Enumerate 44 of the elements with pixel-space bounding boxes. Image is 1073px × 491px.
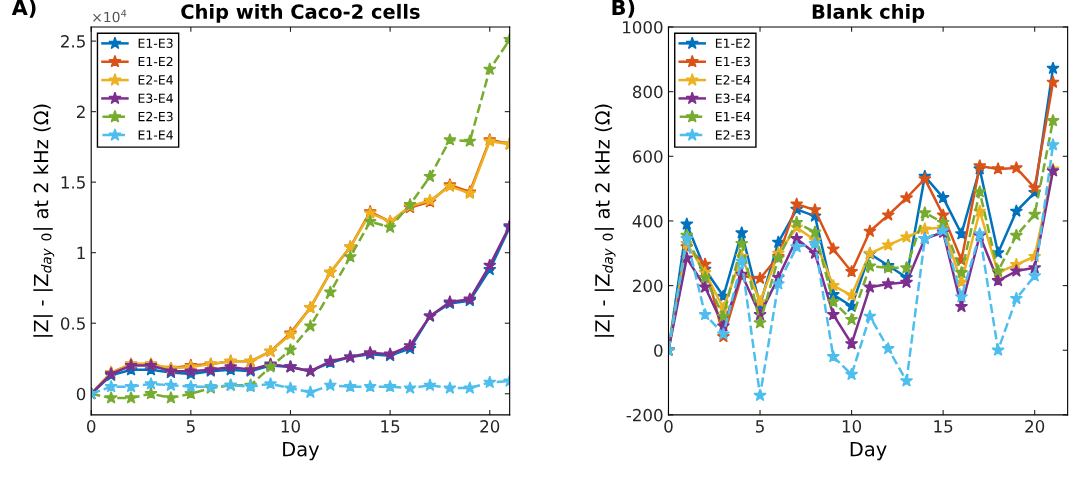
legend-label: E2-E4 bbox=[715, 75, 751, 85]
x-tick-label: 5 bbox=[186, 420, 195, 433]
y-tick-label: -200 bbox=[626, 408, 663, 422]
y-tick-label: 2 bbox=[76, 105, 85, 118]
x-tick-label: 15 bbox=[934, 420, 953, 433]
y-axis-title: |Z| - |Z$_{day 0}$| at 2 kHz (Ω) bbox=[594, 104, 616, 337]
text: A) bbox=[11, 0, 36, 18]
chart-title: Chip with Caco-2 cells bbox=[181, 3, 420, 23]
legend-label: E1-E2 bbox=[715, 38, 750, 48]
y-tick-label: 0 bbox=[654, 344, 663, 357]
y-tick-label: 600 bbox=[632, 150, 663, 163]
legend-label: E1-E3 bbox=[138, 38, 173, 48]
y-tick-label: 2.5 bbox=[61, 35, 85, 48]
y-axis-title: |Z| - |Z$_{day 0}$| at 2 kHz (Ω) bbox=[33, 104, 55, 337]
x-tick-label: 10 bbox=[842, 420, 862, 433]
text: B) bbox=[612, 0, 635, 18]
y-tick-label: 800 bbox=[632, 85, 663, 99]
x-tick-label: 5 bbox=[756, 420, 764, 433]
x-axis-title: Day bbox=[283, 442, 320, 461]
legend-label: E1-E4 bbox=[138, 130, 173, 140]
y-tick-label: 0 bbox=[76, 387, 86, 401]
y-tick-label: 1000 bbox=[623, 20, 663, 34]
y-tick-label: 400 bbox=[632, 214, 663, 228]
y-tick-label: 1 bbox=[77, 246, 85, 260]
y-tick-label: 200 bbox=[633, 279, 663, 293]
legend-label: E2-E3 bbox=[715, 130, 750, 140]
y-tick-label: 0.5 bbox=[60, 317, 85, 330]
text: ×10$^{4}$ bbox=[93, 9, 127, 23]
legend-label: E3-E4 bbox=[715, 93, 751, 103]
legend-label: E2-E4 bbox=[138, 75, 173, 85]
legend-label: E2-E3 bbox=[138, 111, 173, 122]
chart-title: Blank chip bbox=[812, 3, 925, 23]
x-tick-label: 0 bbox=[87, 420, 96, 433]
legend-label: E1-E2 bbox=[138, 56, 173, 67]
y-tick-label: 1.5 bbox=[61, 176, 85, 189]
legend-label: E3-E4 bbox=[138, 93, 173, 103]
legend-label: E1-E4 bbox=[715, 112, 751, 122]
legend-label: E1-E3 bbox=[715, 56, 750, 67]
x-tick-label: 20 bbox=[480, 420, 500, 433]
x-tick-label: 10 bbox=[281, 420, 300, 433]
x-axis-title: Day bbox=[850, 442, 887, 461]
x-tick-label: 20 bbox=[1025, 420, 1045, 433]
x-tick-label: 0 bbox=[664, 420, 673, 433]
x-tick-label: 15 bbox=[381, 420, 400, 433]
